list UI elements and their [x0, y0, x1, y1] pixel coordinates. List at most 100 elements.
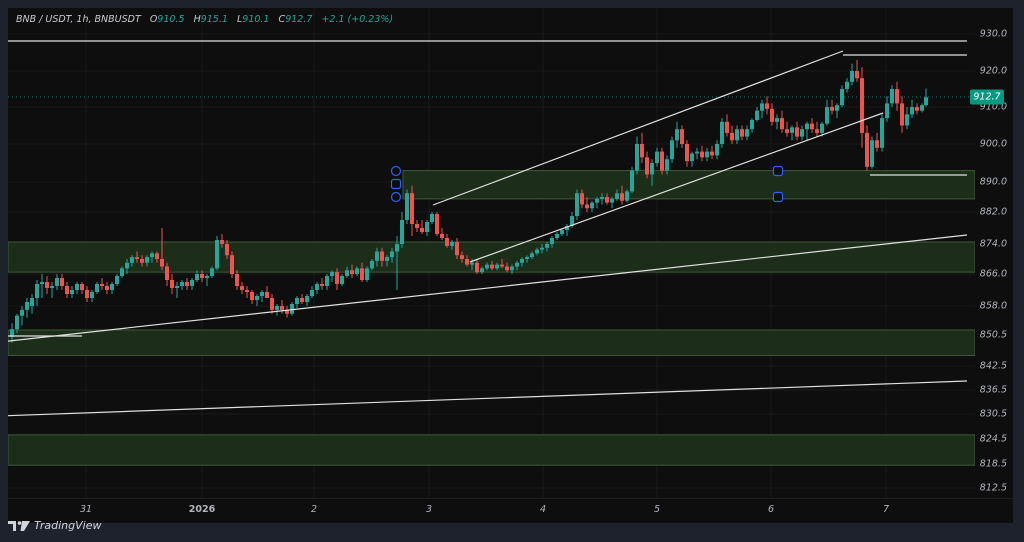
- candle-body-down: [830, 107, 834, 111]
- candle-body-down: [250, 292, 254, 300]
- candle-body-up: [665, 159, 669, 171]
- close-value: 912.7: [285, 14, 313, 25]
- drawing-handle-square[interactable]: [772, 191, 784, 203]
- candle-body-up: [40, 282, 44, 284]
- price-axis[interactable]: 930.0 920.0 910.0 900.0 890.0 882.0 874.0 866.0…: [975, 8, 1013, 498]
- time-tick-label: 31: [79, 504, 93, 515]
- candle-body-down: [765, 103, 769, 109]
- long-term-trendline-line[interactable]: [8, 380, 968, 417]
- candle-body-up: [385, 257, 389, 261]
- candle-body-up: [25, 302, 29, 310]
- candle-body-up: [800, 129, 804, 137]
- candle-body-down: [500, 264, 504, 267]
- candle-body-up: [295, 298, 299, 304]
- close-label: C: [278, 14, 286, 25]
- candle-body-up: [885, 103, 889, 119]
- price-tick-label: 882.0: [979, 206, 1007, 218]
- candle-body-down: [160, 259, 164, 267]
- time-tick-label: 6: [767, 504, 775, 515]
- candle-body-up: [570, 216, 574, 226]
- candle-body-down: [380, 251, 384, 261]
- candle-body-up: [365, 268, 369, 280]
- candle-body-up: [720, 121, 724, 144]
- candle-body-down: [100, 284, 104, 286]
- candle-body-down: [285, 309, 289, 314]
- candle-body-down: [420, 228, 424, 232]
- drawing-handle-circle[interactable]: [390, 165, 402, 177]
- candle-body-down: [225, 244, 229, 256]
- candle-body-down: [335, 272, 339, 284]
- price-tick-label: 874.0: [979, 238, 1007, 250]
- support-resistance-zone[interactable]: [8, 329, 975, 357]
- drawing-handle-square[interactable]: [772, 165, 784, 177]
- candle-body-up: [450, 242, 454, 246]
- candle-body-up: [845, 81, 849, 89]
- ascending-trendline-line[interactable]: [8, 234, 968, 342]
- candle-body-down: [300, 298, 304, 302]
- candle-body-up: [755, 110, 759, 120]
- price-tick-label: 930.0: [979, 28, 1007, 40]
- candle-body-up: [924, 97, 928, 106]
- open-value: 910.5: [157, 14, 185, 25]
- chart-plot-area[interactable]: BNB / USDT, 1h, BNBUSDT O910.5 H915.1 L9…: [8, 8, 975, 498]
- support-resistance-zone[interactable]: [8, 434, 975, 466]
- price-tick-label: 890.0: [979, 176, 1007, 188]
- candle-body-down: [785, 129, 789, 133]
- channel-lower-line[interactable]: [469, 112, 884, 263]
- candle-body-up: [850, 71, 854, 82]
- candle-body-up: [290, 304, 294, 314]
- price-tick-label: 858.0: [979, 300, 1007, 312]
- candle-body-up: [650, 163, 654, 175]
- candle-body-up: [375, 251, 379, 261]
- price-tick-label: 850.5: [979, 329, 1007, 341]
- candle-body-down: [580, 193, 584, 205]
- drawing-handle-circle[interactable]: [390, 191, 402, 203]
- candle-body-down: [320, 284, 324, 286]
- candle-body-down: [900, 103, 904, 126]
- candle-body-down: [895, 89, 899, 104]
- candle-body-down: [710, 151, 714, 156]
- time-axis[interactable]: 31 2026 2 3 4 5 6 7: [8, 498, 1013, 523]
- candle-body-down: [685, 144, 689, 162]
- candle-body-up: [315, 284, 319, 290]
- candle-body-down: [460, 255, 464, 259]
- candle-body-up: [790, 127, 794, 133]
- candle-body-up: [395, 244, 399, 252]
- candle-body-up: [480, 268, 484, 273]
- candle-body-down: [440, 234, 444, 238]
- candle-body-up: [400, 220, 404, 244]
- candle-body-up: [10, 329, 14, 337]
- channel-upper-line[interactable]: [432, 50, 844, 206]
- price-tick-label: 836.5: [979, 384, 1007, 396]
- candle-body-down: [200, 274, 204, 278]
- candle-body-up: [115, 276, 119, 284]
- candle-body-up: [550, 238, 554, 244]
- last-price-label: 912.7: [970, 89, 1004, 105]
- candle-body-up: [880, 118, 884, 148]
- candle-body-down: [725, 121, 729, 133]
- candle-body-down: [475, 262, 479, 273]
- candle-body-down: [780, 118, 784, 130]
- candle-body-down: [445, 238, 449, 246]
- candle-body-up: [735, 129, 739, 141]
- candle-body-up: [630, 170, 634, 192]
- candle-body-up: [355, 268, 359, 274]
- time-tick-label: 5: [653, 504, 661, 515]
- candle-body-down: [60, 278, 64, 286]
- candle-body-down: [240, 286, 244, 290]
- price-tick-label: 920.0: [979, 65, 1007, 77]
- candle-body-down: [620, 193, 624, 201]
- candle-body-up: [55, 278, 59, 286]
- time-tick-label: 3: [425, 504, 433, 515]
- candle-body-up: [515, 262, 519, 267]
- tradingview-brand[interactable]: TradingView: [8, 519, 101, 532]
- candle-body-down: [860, 78, 864, 133]
- low-value: 910.1: [242, 14, 270, 25]
- candle-body-up: [35, 284, 39, 298]
- candlestick-chart[interactable]: [8, 8, 975, 498]
- candle-body-down: [270, 298, 274, 310]
- candle-body-down: [865, 132, 869, 167]
- candle-body-up: [145, 257, 149, 263]
- drawing-handle-square[interactable]: [390, 178, 402, 190]
- candle-body-up: [595, 198, 599, 203]
